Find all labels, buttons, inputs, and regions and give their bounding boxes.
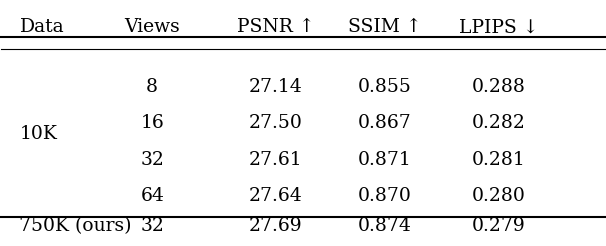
Text: 32: 32 (140, 151, 164, 169)
Text: 0.874: 0.874 (358, 217, 411, 235)
Text: 0.281: 0.281 (472, 151, 526, 169)
Text: SSIM ↑: SSIM ↑ (348, 18, 421, 36)
Text: Data: Data (19, 18, 64, 36)
Text: 0.867: 0.867 (358, 114, 411, 133)
Text: 0.280: 0.280 (472, 187, 526, 205)
Text: 0.871: 0.871 (358, 151, 411, 169)
Text: 0.279: 0.279 (472, 217, 526, 235)
Text: 0.855: 0.855 (358, 78, 411, 96)
Text: 8: 8 (146, 78, 158, 96)
Text: 32: 32 (140, 217, 164, 235)
Text: LPIPS ↓: LPIPS ↓ (459, 18, 539, 36)
Text: 64: 64 (140, 187, 164, 205)
Text: 27.50: 27.50 (249, 114, 303, 133)
Text: 27.69: 27.69 (249, 217, 302, 235)
Text: 0.282: 0.282 (472, 114, 526, 133)
Text: 27.64: 27.64 (249, 187, 303, 205)
Text: 27.14: 27.14 (249, 78, 303, 96)
Text: PSNR ↑: PSNR ↑ (237, 18, 315, 36)
Text: 0.288: 0.288 (472, 78, 526, 96)
Text: 27.61: 27.61 (249, 151, 302, 169)
Text: 10K: 10K (19, 125, 58, 143)
Text: Views: Views (124, 18, 180, 36)
Text: 16: 16 (141, 114, 164, 133)
Text: 750K (ours): 750K (ours) (19, 217, 132, 235)
Text: 0.870: 0.870 (358, 187, 411, 205)
